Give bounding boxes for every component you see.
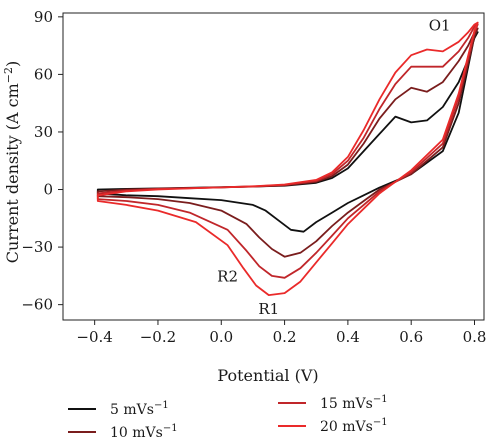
x-tick-label: 0.0 xyxy=(209,328,233,346)
y-tick-label: −60 xyxy=(21,296,53,314)
legend-item: 20 mVs−1 xyxy=(278,417,388,435)
y-axis-title-close: ) xyxy=(3,61,22,67)
y-tick-label: 90 xyxy=(34,8,53,26)
y-axis-title-exponent: −2 xyxy=(2,67,15,83)
x-tick-label: 0.8 xyxy=(463,328,487,346)
legend-label: 20 mVs−1 xyxy=(320,417,388,435)
legend-label: 10 mVs−1 xyxy=(110,423,178,441)
x-tick-label: 0.4 xyxy=(336,328,360,346)
annotation-r2: R2 xyxy=(217,268,238,286)
x-tick-label: 0.2 xyxy=(273,328,297,346)
annotation-r1: R1 xyxy=(258,300,279,318)
y-tick-label: −30 xyxy=(21,238,53,256)
legend-item: 15 mVs−1 xyxy=(278,394,388,412)
legend-item: 10 mVs−1 xyxy=(68,423,178,441)
y-tick-label: 0 xyxy=(43,181,53,199)
plot-frame xyxy=(62,12,485,321)
x-tick-label: −0.2 xyxy=(140,328,176,346)
legend-label: 15 mVs−1 xyxy=(320,394,388,412)
x-axis-title: Potential (V) xyxy=(217,366,318,385)
series-line-4 xyxy=(96,21,479,296)
y-tick-label: 30 xyxy=(34,123,53,141)
plot-area xyxy=(96,21,479,296)
axes: −0.4 −0.2 0.0 0.2 0.4 0.6 0.8 −60 −30 0 30 60 90 xyxy=(21,8,486,346)
x-tick-label: −0.4 xyxy=(76,328,112,346)
y-tick-label: 60 xyxy=(34,65,53,83)
annotations: O1 R2 R1 xyxy=(217,16,450,318)
y-axis-title: Current density (A cm−2) xyxy=(2,61,22,264)
annotation-o1: O1 xyxy=(429,16,451,34)
series-line-1 xyxy=(96,31,479,233)
legend-label: 5 mVs−1 xyxy=(110,400,169,418)
series-line-2 xyxy=(96,27,479,258)
series-line-3 xyxy=(96,23,479,279)
y-axis-title-text: Current density (A cm xyxy=(3,83,22,263)
x-tick-label: 0.6 xyxy=(399,328,423,346)
legend: 5 mVs−1 10 mVs−1 15 mVs−1 20 mVs−1 xyxy=(68,394,388,441)
legend-item: 5 mVs−1 xyxy=(68,400,169,418)
